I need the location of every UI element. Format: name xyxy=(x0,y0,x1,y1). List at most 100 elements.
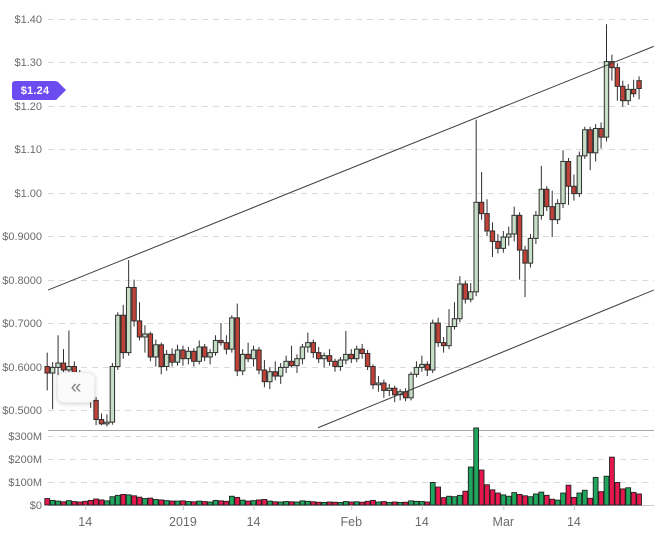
time-axis-label: 2019 xyxy=(169,515,197,529)
volume-bar-up xyxy=(277,501,284,506)
candle-up xyxy=(430,322,436,371)
candle-down xyxy=(272,371,278,377)
volume-axis-label: $300M xyxy=(8,431,42,443)
volume-bar-up xyxy=(451,496,458,506)
candle-down xyxy=(620,85,626,102)
volume-bar-down xyxy=(245,500,251,506)
volume-bar-up xyxy=(511,492,518,506)
candle-up xyxy=(196,346,202,362)
candle-down xyxy=(381,382,387,391)
volume-bar-up xyxy=(457,494,463,506)
candle-down xyxy=(348,353,354,360)
candle-up xyxy=(603,61,610,138)
volume-bar-up xyxy=(109,496,116,506)
volume-bar-up xyxy=(560,492,566,506)
volume-bar-up xyxy=(55,500,61,506)
volume-bar-down xyxy=(391,501,398,506)
volume-bar-up xyxy=(142,498,148,506)
volume-bar-up xyxy=(581,489,588,506)
volume-bar-down xyxy=(234,496,241,506)
candle-down xyxy=(147,333,154,358)
plot-area[interactable] xyxy=(48,8,654,505)
volume-bar-down xyxy=(381,501,387,506)
candle-down xyxy=(191,350,197,362)
volume-bar-up xyxy=(114,494,121,506)
candle-down xyxy=(392,387,398,396)
candle-up xyxy=(55,362,61,368)
volume-bar-up xyxy=(527,496,534,506)
volume-bar-down xyxy=(261,499,268,506)
volume-axis-label: $100M xyxy=(8,477,42,489)
candle-up xyxy=(625,88,631,102)
volume-bar-down xyxy=(76,501,83,506)
candle-down xyxy=(223,342,230,350)
volume-bar-up xyxy=(266,500,273,506)
volume-bar-down xyxy=(484,484,490,506)
volume-bar-down xyxy=(587,497,594,506)
volume-bar-down xyxy=(190,501,197,506)
candle-up xyxy=(533,214,539,239)
volume-bar-down xyxy=(93,498,99,506)
candle-up xyxy=(283,360,289,368)
volume-bar-up xyxy=(397,502,404,506)
candle-down xyxy=(364,352,371,368)
volume-bar-down xyxy=(120,493,127,506)
candle-up xyxy=(109,366,116,423)
time-axis-label: 14 xyxy=(247,515,261,529)
volume-bar-down xyxy=(131,495,137,506)
candle-up xyxy=(104,421,110,425)
channel-upper-trendline[interactable] xyxy=(47,45,654,291)
volume-bar-up xyxy=(152,499,159,506)
volume-bar-down xyxy=(522,495,528,506)
price-axis-label: $1.30 xyxy=(14,57,42,69)
candle-up xyxy=(592,127,599,154)
price-axis-label: $1.10 xyxy=(14,144,42,156)
candle-up xyxy=(538,188,545,216)
volume-bar-up xyxy=(505,495,512,506)
collapse-panel-button[interactable]: « xyxy=(57,372,95,403)
volume-bar-down xyxy=(636,493,642,506)
candle-up xyxy=(554,203,561,221)
volume-bar-up xyxy=(625,487,632,506)
volume-bar-down xyxy=(315,501,322,506)
volume-bar-up xyxy=(321,502,327,506)
volume-bar-down xyxy=(619,488,626,506)
volume-bar-up xyxy=(408,500,414,506)
price-axis-label: $1.00 xyxy=(14,188,42,200)
volume-bar-down xyxy=(614,482,621,506)
volume-bar-down xyxy=(272,501,279,506)
volume-bar-up xyxy=(343,501,349,506)
volume-bar-down xyxy=(440,497,447,506)
candle-up xyxy=(66,366,72,371)
volume-bar-down xyxy=(435,486,442,506)
candle-down xyxy=(180,349,186,360)
volume-bar-down xyxy=(326,501,333,506)
volume-bar-down xyxy=(136,496,143,506)
volume-bar-down xyxy=(44,498,51,506)
volume-bar-down xyxy=(310,501,317,506)
candle-down xyxy=(256,349,262,371)
volume-bar-up xyxy=(49,499,56,506)
candle-down xyxy=(522,249,528,264)
candle-down xyxy=(120,314,126,354)
current-price-badge: $1.24 xyxy=(12,81,66,100)
candle-down xyxy=(60,362,67,371)
candle-down xyxy=(424,363,431,371)
candle-down xyxy=(636,80,642,90)
time-axis-label: 14 xyxy=(567,515,581,529)
volume-bar-up xyxy=(554,499,561,506)
volume-bar-up xyxy=(386,502,393,506)
price-axis-label: $0.5000 xyxy=(2,405,42,417)
candle-up xyxy=(413,366,420,375)
candle-down xyxy=(136,320,143,338)
volume-bar-down xyxy=(223,500,230,506)
volume-bar-down xyxy=(598,491,604,506)
channel-lower-trendline[interactable] xyxy=(317,289,654,429)
volume-bar-up xyxy=(228,495,235,506)
volume-bar-down xyxy=(549,498,556,506)
volume-bar-down xyxy=(98,499,105,506)
volume-bar-up xyxy=(163,500,170,506)
candle-up xyxy=(457,283,463,320)
candle-down xyxy=(462,283,469,300)
